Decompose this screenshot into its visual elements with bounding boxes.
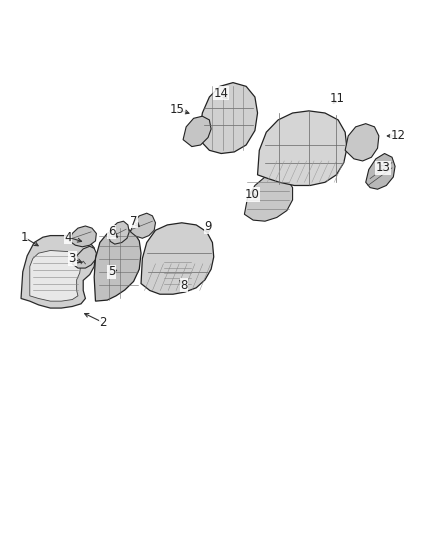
Polygon shape [69, 226, 96, 247]
Text: 11: 11 [330, 92, 345, 105]
Text: 5: 5 [108, 265, 115, 278]
Text: 1: 1 [20, 231, 28, 244]
Polygon shape [72, 246, 96, 268]
Text: 7: 7 [130, 215, 138, 228]
Text: 4: 4 [64, 231, 72, 244]
Text: 3: 3 [69, 252, 76, 265]
Polygon shape [183, 116, 211, 147]
Text: 8: 8 [180, 279, 187, 292]
Polygon shape [199, 83, 258, 154]
Polygon shape [258, 111, 347, 185]
Text: 13: 13 [376, 161, 391, 174]
Polygon shape [345, 124, 379, 161]
Text: 12: 12 [391, 130, 406, 142]
Polygon shape [131, 213, 155, 238]
Polygon shape [161, 255, 194, 290]
Polygon shape [244, 175, 293, 221]
Text: 15: 15 [170, 103, 185, 116]
Text: 10: 10 [244, 188, 259, 201]
Text: 14: 14 [214, 87, 229, 100]
Polygon shape [109, 221, 129, 244]
Polygon shape [30, 251, 81, 301]
Text: 9: 9 [204, 220, 212, 233]
Polygon shape [141, 223, 214, 294]
Text: 6: 6 [108, 225, 116, 238]
Polygon shape [21, 236, 95, 308]
Polygon shape [94, 228, 141, 301]
Polygon shape [366, 154, 395, 189]
Text: 2: 2 [99, 316, 107, 329]
